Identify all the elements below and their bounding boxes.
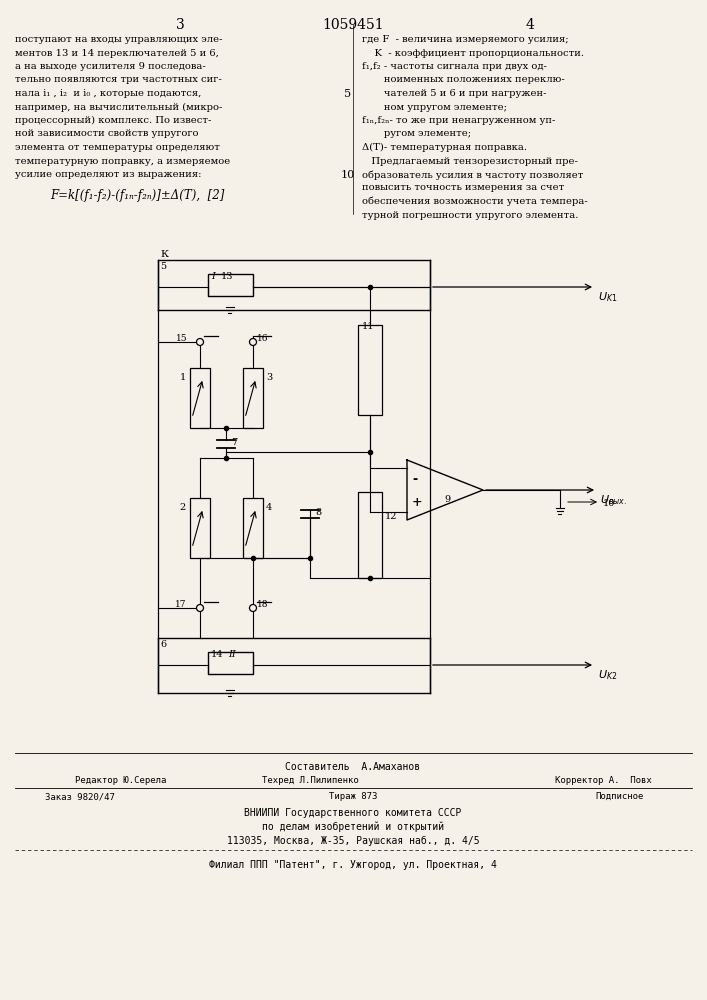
- Text: 3: 3: [266, 373, 272, 382]
- Bar: [208, 274, 253, 296]
- Text: F=k[(f₁-f₂)-(f₁ₙ-f₂ₙ)]±Δ(T),  [2]: F=k[(f₁-f₂)-(f₁ₙ-f₂ₙ)]±Δ(T), [2]: [50, 188, 224, 202]
- Text: -: -: [412, 474, 417, 487]
- Text: поступают на входы управляющих эле-: поступают на входы управляющих эле-: [15, 35, 223, 44]
- Circle shape: [250, 604, 257, 611]
- Text: К: К: [160, 250, 168, 259]
- Text: 17: 17: [175, 600, 186, 609]
- Text: $U_{вых.}$: $U_{вых.}$: [600, 493, 627, 507]
- Text: 15: 15: [176, 334, 188, 343]
- Text: турной погрешности упругого элемента.: турной погрешности упругого элемента.: [362, 211, 578, 220]
- Text: температурную поправку, а измеряемое: температурную поправку, а измеряемое: [15, 156, 230, 165]
- Text: 2: 2: [180, 503, 186, 512]
- Text: 7: 7: [231, 438, 238, 447]
- Text: ноименных положениях переклю-: ноименных положениях переклю-: [362, 76, 565, 85]
- Text: 9: 9: [444, 495, 450, 504]
- Text: 3: 3: [175, 18, 185, 32]
- Text: Филиал ППП "Патент", г. Ужгород, ул. Проектная, 4: Филиал ППП "Патент", г. Ужгород, ул. Про…: [209, 860, 497, 870]
- Text: нала i₁ , i₂  и i₀ , которые подаются,: нала i₁ , i₂ и i₀ , которые подаются,: [15, 89, 201, 98]
- Text: 5: 5: [344, 89, 351, 99]
- Text: ном упругом элементе;: ном упругом элементе;: [362, 103, 507, 111]
- Text: процессорный) комплекс. По извест-: процессорный) комплекс. По извест-: [15, 116, 211, 125]
- Text: $U_{K2}$: $U_{K2}$: [598, 668, 617, 682]
- Text: $U_{K1}$: $U_{K1}$: [598, 290, 617, 304]
- Text: Предлагаемый тензорезисторный пре-: Предлагаемый тензорезисторный пре-: [362, 156, 578, 165]
- Text: ментов 13 и 14 переключателей 5 и 6,: ментов 13 и 14 переключателей 5 и 6,: [15, 48, 219, 57]
- Bar: [190, 368, 210, 428]
- Text: 18: 18: [257, 600, 269, 609]
- Text: 6: 6: [160, 640, 166, 649]
- Text: 113035, Москва, Ж-35, Раушская наб., д. 4/5: 113035, Москва, Ж-35, Раушская наб., д. …: [227, 836, 479, 846]
- Text: по делам изобретений и открытий: по делам изобретений и открытий: [262, 822, 444, 832]
- Text: элемента от температуры определяют: элемента от температуры определяют: [15, 143, 220, 152]
- Bar: [243, 368, 263, 428]
- Text: чателей 5 и 6 и при нагружен-: чателей 5 и 6 и при нагружен-: [362, 89, 547, 98]
- Circle shape: [250, 338, 257, 346]
- Text: 12: 12: [385, 512, 397, 521]
- Text: 10: 10: [603, 499, 615, 508]
- Text: усилие определяют из выражения:: усилие определяют из выражения:: [15, 170, 201, 179]
- Text: ВНИИПИ Государственного комитета СССР: ВНИИПИ Государственного комитета СССР: [245, 808, 462, 818]
- Bar: [208, 652, 253, 674]
- Text: Редактор Ю.Серела: Редактор Ю.Серела: [75, 776, 166, 785]
- Text: 13: 13: [221, 272, 233, 281]
- Text: Техред Л.Пилипенко: Техред Л.Пилипенко: [262, 776, 358, 785]
- Bar: [190, 498, 210, 558]
- Circle shape: [197, 604, 204, 611]
- Text: ругом элементе;: ругом элементе;: [362, 129, 471, 138]
- Circle shape: [197, 338, 204, 346]
- Text: где F  - величина измеряемого усилия;: где F - величина измеряемого усилия;: [362, 35, 568, 44]
- Text: 11: 11: [362, 322, 375, 331]
- Text: 4: 4: [266, 503, 272, 512]
- Text: Корректор А.  Повх: Корректор А. Повх: [555, 776, 652, 785]
- Text: 16: 16: [257, 334, 269, 343]
- Text: 8: 8: [315, 508, 321, 517]
- Text: 4: 4: [525, 18, 534, 32]
- Text: Δ(T)- температурная поправка.: Δ(T)- температурная поправка.: [362, 143, 527, 152]
- Text: Составитель  А.Амаханов: Составитель А.Амаханов: [286, 762, 421, 772]
- Text: тельно появляются три частотных сиг-: тельно появляются три частотных сиг-: [15, 76, 222, 85]
- Text: 1059451: 1059451: [322, 18, 384, 32]
- Bar: [358, 325, 382, 415]
- Text: f₁,f₂ - частоты сигнала при двух од-: f₁,f₂ - частоты сигнала при двух од-: [362, 62, 547, 71]
- Text: Подписное: Подписное: [595, 792, 643, 801]
- Text: 5: 5: [160, 262, 166, 271]
- Text: образователь усилия в частоту позволяет: образователь усилия в частоту позволяет: [362, 170, 583, 180]
- Text: I: I: [211, 272, 215, 281]
- Text: 10: 10: [341, 169, 355, 180]
- Text: например, на вычислительный (микро-: например, на вычислительный (микро-: [15, 103, 223, 112]
- Text: Тираж 873: Тираж 873: [329, 792, 378, 801]
- Text: повысить точность измерения за счет: повысить точность измерения за счет: [362, 184, 564, 192]
- Text: а на выходе усилителя 9 последова-: а на выходе усилителя 9 последова-: [15, 62, 206, 71]
- Text: 14: 14: [211, 650, 223, 659]
- Text: +: +: [412, 495, 423, 508]
- Text: f₁ₙ,f₂ₙ- то же при ненагруженном уп-: f₁ₙ,f₂ₙ- то же при ненагруженном уп-: [362, 116, 556, 125]
- Text: Заказ 9820/47: Заказ 9820/47: [45, 792, 115, 801]
- Text: обеспечения возможности учета темпера-: обеспечения возможности учета темпера-: [362, 197, 588, 207]
- Bar: [243, 498, 263, 558]
- Text: ной зависимости свойств упругого: ной зависимости свойств упругого: [15, 129, 199, 138]
- Text: 1: 1: [180, 373, 186, 382]
- Text: K  - коэффициент пропорциональности.: K - коэффициент пропорциональности.: [362, 48, 584, 57]
- Bar: [358, 492, 382, 578]
- Text: II: II: [228, 650, 235, 659]
